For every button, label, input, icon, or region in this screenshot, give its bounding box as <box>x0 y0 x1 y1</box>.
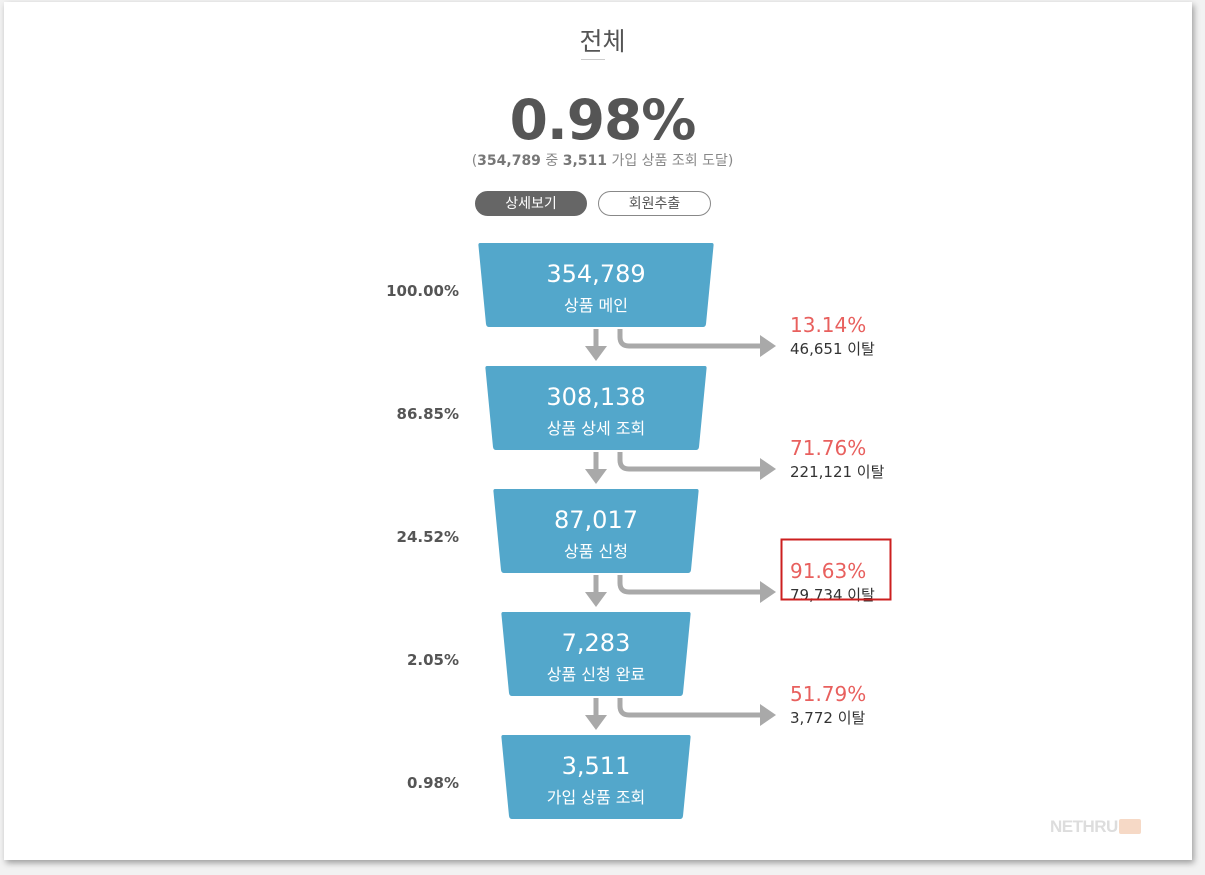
exit-arrow-head-4 <box>760 704 776 726</box>
down-arrow-head-1 <box>585 346 607 361</box>
funnel-stage-3[interactable] <box>493 489 699 573</box>
drop-count-1: 46,651 이탈 <box>790 340 875 358</box>
funnel-stage-1[interactable] <box>478 243 714 327</box>
funnel-stage-5[interactable] <box>501 735 691 819</box>
exit-arrow-head-2 <box>760 458 776 480</box>
stage-share-5: 0.98% <box>407 774 459 792</box>
exit-arrow-shaft-4 <box>617 698 762 718</box>
summary-reached: 3,511 <box>562 153 607 169</box>
page-title: 전체 <box>579 27 626 56</box>
stage-share-1: 100.00% <box>386 282 459 300</box>
stage-share-4: 2.05% <box>407 651 459 669</box>
stage-name-3: 상품 신청 <box>564 542 628 561</box>
exit-arrow-head-1 <box>760 335 776 357</box>
exit-arrow-shaft-3 <box>617 575 762 595</box>
drop-count-3: 79,734 이탈 <box>790 586 875 604</box>
stage-name-1: 상품 메인 <box>564 296 628 315</box>
down-arrow-head-2 <box>585 469 607 484</box>
drop-rate-4: 51.79% <box>790 682 866 706</box>
drop-rate-3: 91.63% <box>790 559 866 583</box>
drop-rate-1: 13.14% <box>790 313 866 337</box>
stage-share-3: 24.52% <box>397 528 459 546</box>
stage-count-1: 354,789 <box>546 260 645 288</box>
stage-name-4: 상품 신청 완료 <box>547 665 646 684</box>
summary-open: ( <box>471 153 478 169</box>
funnel-stage-2[interactable] <box>485 366 707 450</box>
exit-arrow-shaft-2 <box>617 452 762 472</box>
stage-count-2: 308,138 <box>546 383 645 411</box>
stage-count-5: 3,511 <box>562 752 631 780</box>
summary-tail: 가입 상품 조회 도달) <box>607 153 734 169</box>
dropoff-highlight-box <box>780 538 892 601</box>
down-arrow-head-4 <box>585 715 607 730</box>
overall-conversion-rate: 0.98% <box>509 88 697 152</box>
drop-rate-2: 71.76% <box>790 436 866 460</box>
stage-count-3: 87,017 <box>554 506 638 534</box>
down-arrow-head-3 <box>585 592 607 607</box>
stage-share-2: 86.85% <box>397 405 459 423</box>
title-divider <box>581 59 605 60</box>
stage-name-2: 상품 상세 조회 <box>547 419 646 438</box>
conversion-summary: (354,789 중 3,511 가입 상품 조회 도달) <box>0 150 1205 170</box>
summary-total: 354,789 <box>477 153 541 169</box>
nethru-logo: NETHRU <box>1050 817 1141 837</box>
member-extract-button[interactable]: 회원추출 <box>598 191 711 216</box>
funnel-stage-4[interactable] <box>501 612 691 696</box>
drop-count-4: 3,772 이탈 <box>790 709 866 727</box>
logo-mark-icon <box>1118 819 1141 834</box>
exit-arrow-shaft-1 <box>617 329 762 349</box>
summary-mid: 중 <box>540 153 563 169</box>
drop-count-2: 221,121 이탈 <box>790 463 885 481</box>
stage-count-4: 7,283 <box>562 629 631 657</box>
logo-text: NETHRU <box>1050 817 1118 836</box>
exit-arrow-head-3 <box>760 581 776 603</box>
stage-name-5: 가입 상품 조회 <box>547 788 646 807</box>
detail-view-button[interactable]: 상세보기 <box>475 191 587 216</box>
